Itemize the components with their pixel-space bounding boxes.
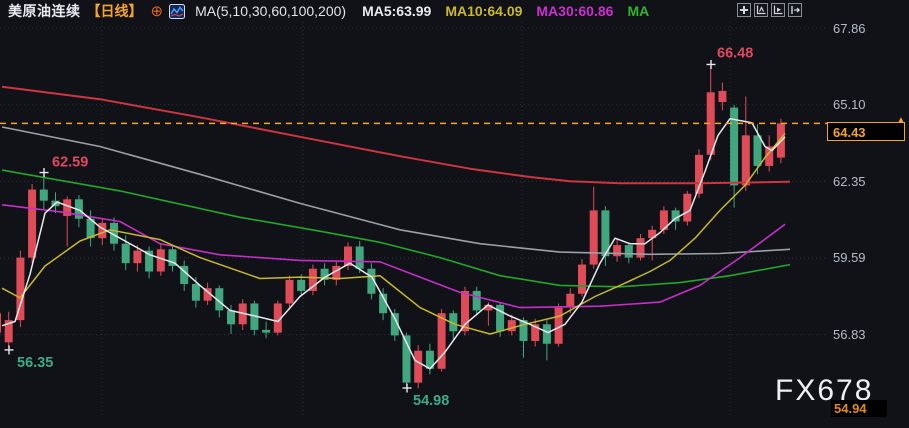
ma5-value: MA5:63.99 xyxy=(362,3,432,19)
chart-toolbar xyxy=(737,3,802,17)
price-axis[interactable]: 67.86 65.10 62.35 59.59 56.83 xyxy=(828,0,909,428)
y-axis-tick: 59.59 xyxy=(833,250,866,266)
shift-right-icon[interactable] xyxy=(788,3,802,17)
current-price-label: 64.43 xyxy=(827,122,905,142)
price-scale-play-icon[interactable] xyxy=(771,3,785,17)
symbol-title: 美原油连续 xyxy=(8,3,81,19)
price-annotation: 66.48 xyxy=(717,45,753,61)
ma30-value: MA30:60.86 xyxy=(536,3,614,19)
y-axis-tick: 56.83 xyxy=(833,327,866,343)
low-price-label: 54.94 xyxy=(831,400,887,417)
add-indicator-icon[interactable]: ⊕ xyxy=(150,2,164,20)
ma10-value: MA10:64.09 xyxy=(445,3,523,19)
y-axis-tick: 65.10 xyxy=(833,97,866,113)
timeframe-badge[interactable]: 【日线】 xyxy=(86,3,143,19)
scroll-to-price-icon[interactable]: ▲ xyxy=(896,115,906,126)
price-annotation: 56.35 xyxy=(17,355,53,371)
price-annotation: 54.98 xyxy=(413,393,449,409)
ma-legend: MA5:63.99 MA10:64.09 MA30:60.86 MA xyxy=(362,3,649,19)
y-axis-tick: 62.35 xyxy=(833,173,866,189)
chart-header: 美原油连续 【日线】 ⊕ MA(5,10,30,60,100,200) MA5:… xyxy=(0,0,909,22)
y-axis-tick: 67.86 xyxy=(833,20,866,36)
ma60-value: MA xyxy=(627,3,650,19)
price-scale-flag-icon[interactable] xyxy=(754,3,768,17)
price-annotation: 62.59 xyxy=(52,155,88,171)
chart-style-icon[interactable] xyxy=(169,3,186,19)
crosshair-icon[interactable] xyxy=(737,3,751,17)
indicator-label[interactable]: MA(5,10,30,60,100,200) xyxy=(195,3,347,19)
